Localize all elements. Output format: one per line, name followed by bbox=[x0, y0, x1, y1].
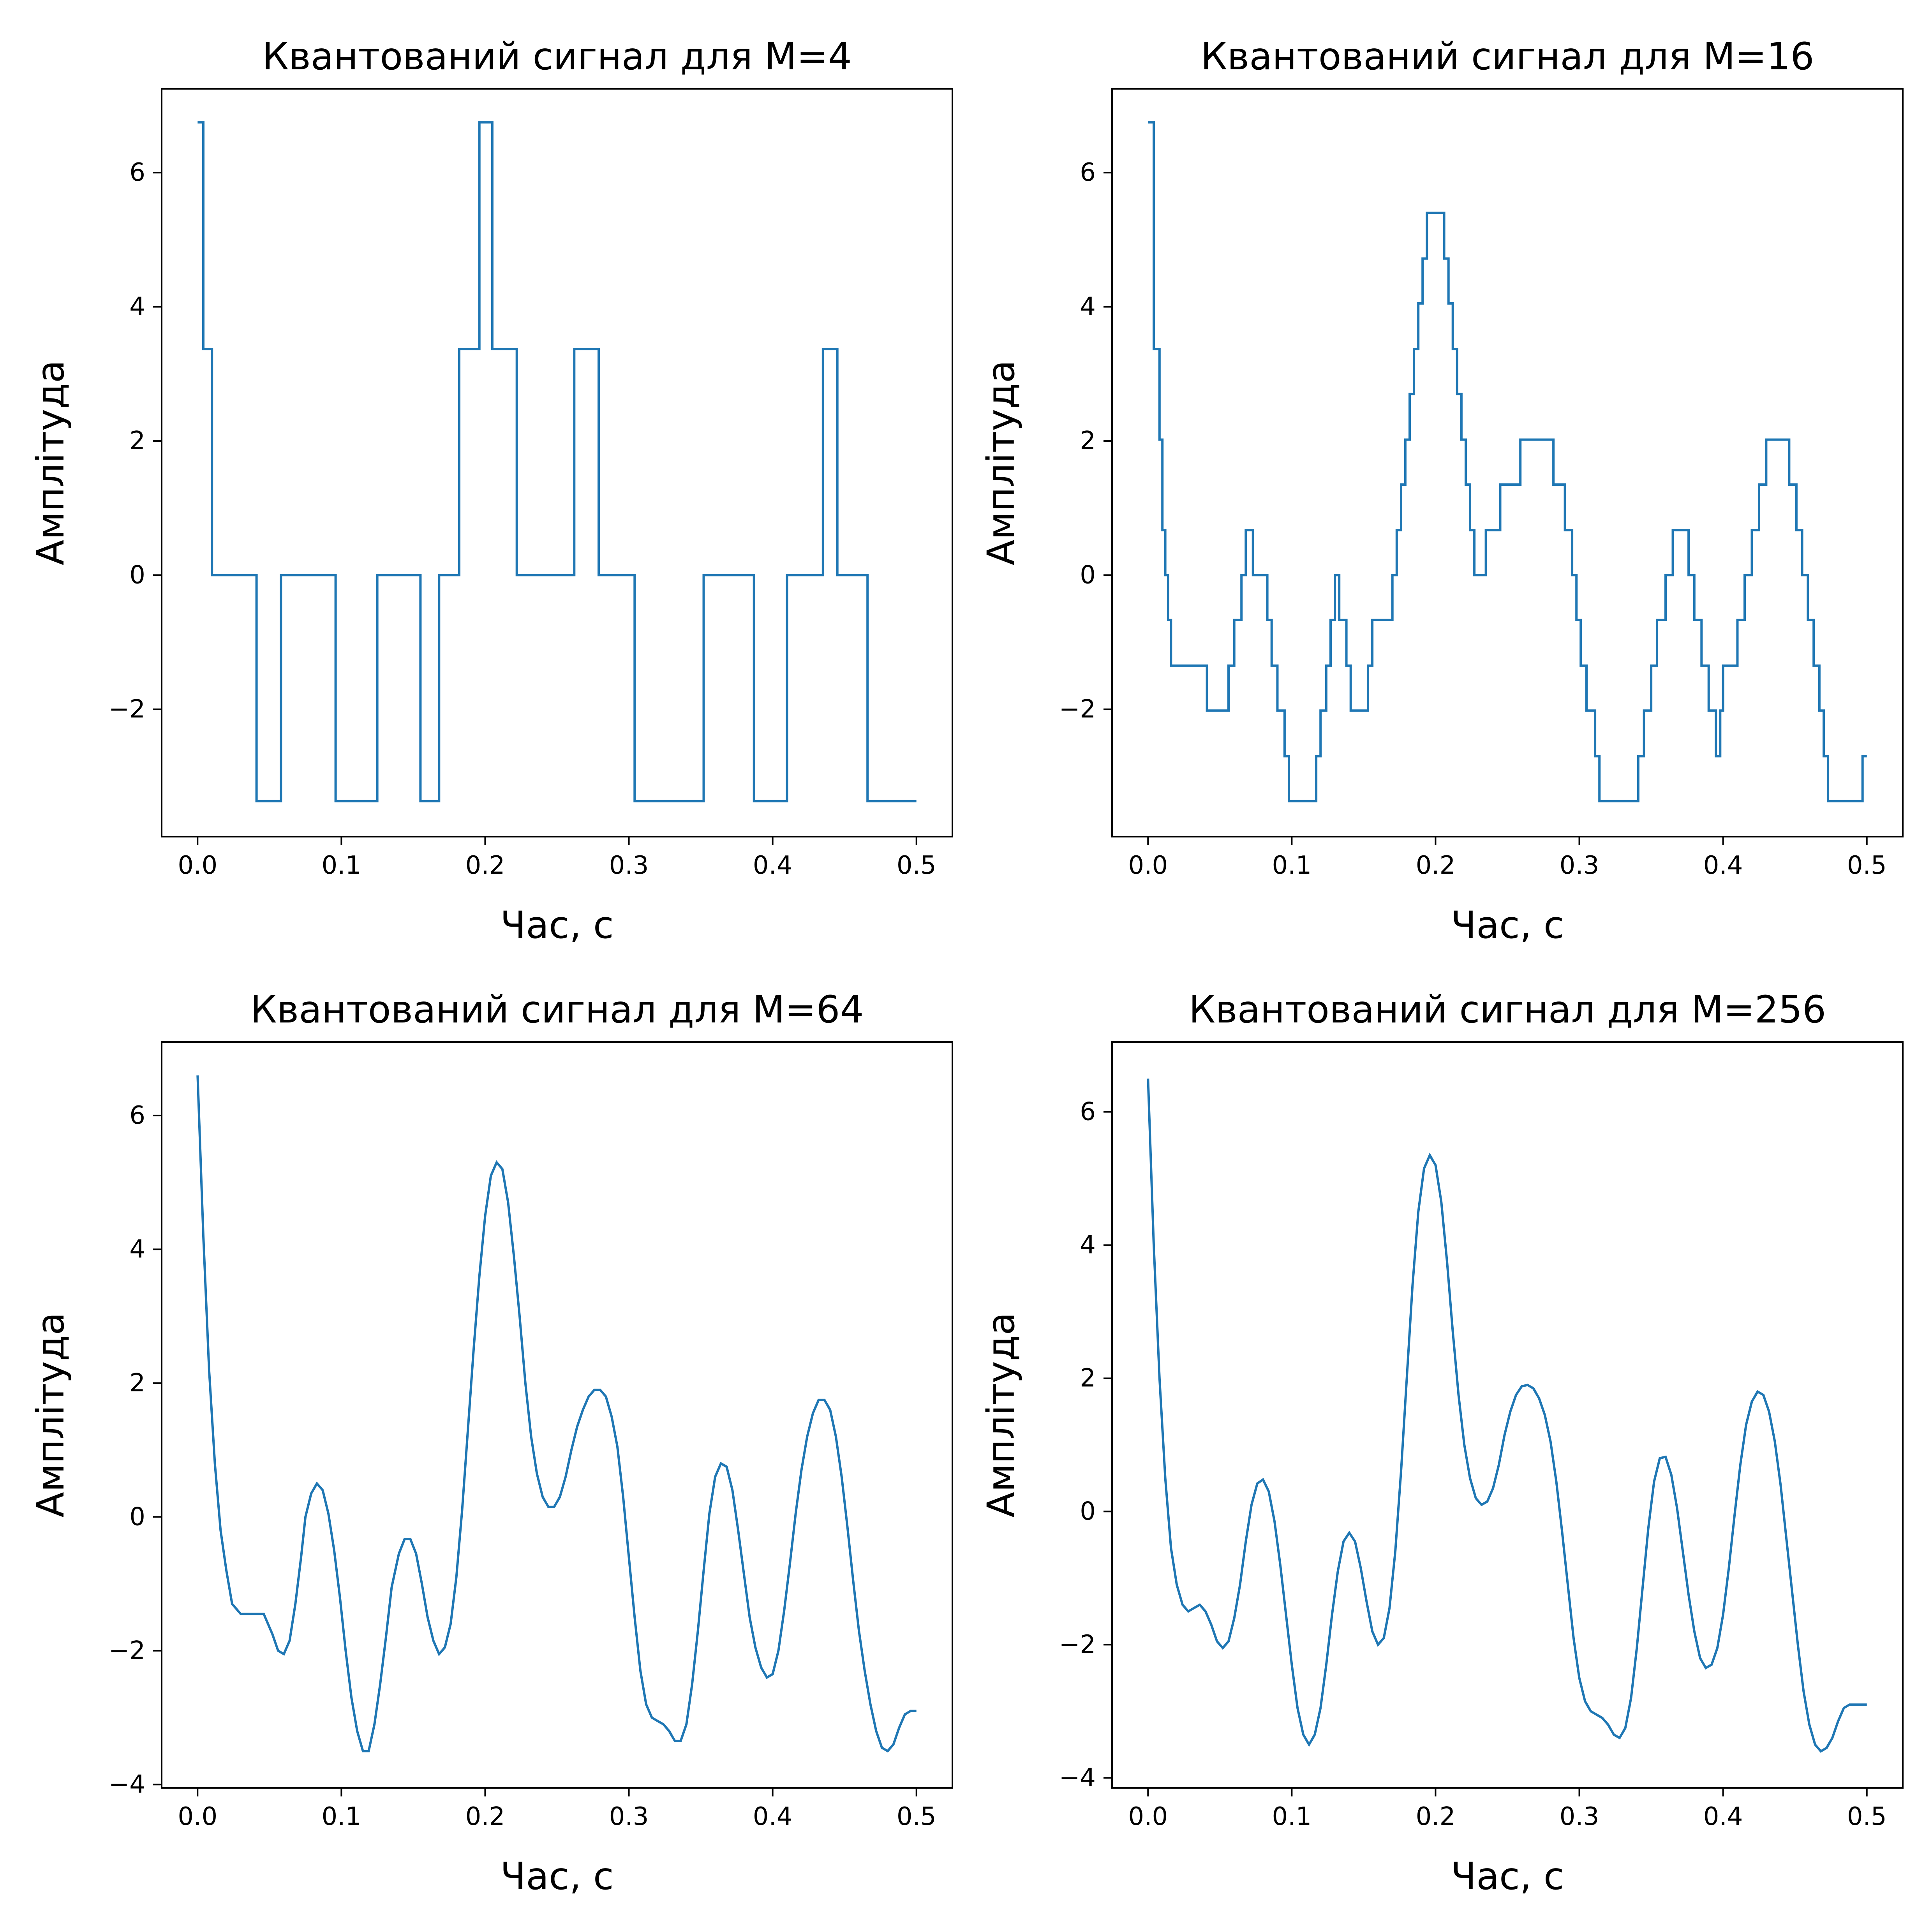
x-tick-label: 0.0 bbox=[178, 851, 217, 880]
signal-line bbox=[1147, 1078, 1867, 1753]
plot-frame bbox=[161, 88, 953, 837]
y-tick-label: 2 bbox=[1080, 427, 1096, 455]
chart-title: Квантований сигнал для M=256 bbox=[1189, 988, 1826, 1031]
y-ticks: −2 0 2 4 6 bbox=[109, 158, 162, 724]
y-tick-label: 4 bbox=[129, 1235, 145, 1264]
x-tick-label: 0.1 bbox=[321, 851, 361, 880]
x-ticks: 0.0 0.1 0.2 0.3 0.4 0.5 bbox=[178, 1788, 936, 1831]
x-axis-label: Час, с bbox=[500, 1854, 613, 1898]
x-axis-label: Час, с bbox=[1451, 1854, 1564, 1898]
signal-line bbox=[197, 121, 917, 802]
subplot-m64: Квантований сигнал для M=64 Час, с Амплі… bbox=[29, 988, 953, 1898]
plot-frame bbox=[161, 1041, 953, 1789]
y-tick-label: −2 bbox=[109, 1636, 145, 1665]
y-tick-label: 4 bbox=[1080, 293, 1096, 321]
subplot-m16: Квантований сигнал для M=16 Час, с Амплі… bbox=[979, 35, 1904, 947]
y-axis-label: Амплітуда bbox=[979, 360, 1023, 566]
y-ticks: −4 −2 0 2 4 6 bbox=[1059, 1098, 1112, 1792]
x-tick-label: 0.5 bbox=[1847, 1802, 1887, 1831]
x-tick-label: 0.4 bbox=[753, 851, 793, 880]
y-tick-label: −2 bbox=[1059, 1630, 1096, 1659]
x-ticks: 0.0 0.1 0.2 0.3 0.4 0.5 bbox=[1128, 1788, 1887, 1831]
x-tick-label: 0.4 bbox=[1703, 1802, 1743, 1831]
y-tick-label: −2 bbox=[1059, 695, 1096, 724]
y-tick-label: −4 bbox=[109, 1770, 145, 1799]
x-axis-label: Час, с bbox=[500, 903, 613, 947]
chart-title: Квантований сигнал для M=16 bbox=[1201, 35, 1814, 78]
x-tick-label: 0.2 bbox=[1416, 851, 1456, 880]
y-tick-label: 2 bbox=[1080, 1364, 1096, 1393]
x-tick-label: 0.0 bbox=[1128, 851, 1168, 880]
y-tick-label: 6 bbox=[129, 158, 145, 187]
signal-line bbox=[196, 1075, 917, 1753]
x-tick-label: 0.3 bbox=[1560, 851, 1599, 880]
x-axis-label: Час, с bbox=[1451, 903, 1564, 947]
y-tick-label: 2 bbox=[129, 427, 145, 455]
signal-line bbox=[1148, 121, 1867, 802]
x-tick-label: 0.1 bbox=[1272, 1802, 1312, 1831]
y-ticks: −2 0 2 4 6 bbox=[1059, 158, 1112, 724]
subplot-m4: Квантований сигнал для M=4 Час, с Ампліт… bbox=[29, 35, 953, 947]
chart-title: Квантований сигнал для M=64 bbox=[250, 988, 864, 1031]
x-tick-label: 0.5 bbox=[897, 1802, 936, 1831]
chart-title: Квантований сигнал для M=4 bbox=[262, 35, 852, 78]
x-tick-label: 0.0 bbox=[1128, 1802, 1168, 1831]
y-axis-label: Амплітуда bbox=[29, 360, 72, 566]
x-tick-label: 0.2 bbox=[465, 851, 505, 880]
y-axis-label: Амплітуда bbox=[29, 1312, 72, 1518]
y-tick-label: 4 bbox=[129, 293, 145, 321]
y-tick-label: 0 bbox=[1080, 1497, 1096, 1526]
y-tick-label: 6 bbox=[1080, 158, 1096, 187]
y-ticks: −4 −2 0 2 4 6 bbox=[109, 1101, 162, 1799]
x-tick-label: 0.5 bbox=[1847, 851, 1887, 880]
y-tick-label: 0 bbox=[129, 1502, 145, 1531]
x-tick-label: 0.1 bbox=[1272, 851, 1312, 880]
y-tick-label: 6 bbox=[1080, 1098, 1096, 1126]
x-tick-label: 0.3 bbox=[1560, 1802, 1599, 1831]
x-tick-label: 0.5 bbox=[897, 851, 936, 880]
y-tick-label: −4 bbox=[1059, 1763, 1096, 1792]
y-tick-label: 6 bbox=[129, 1101, 145, 1130]
plot-frame bbox=[1111, 1041, 1904, 1789]
y-tick-label: 2 bbox=[129, 1369, 145, 1398]
x-ticks: 0.0 0.1 0.2 0.3 0.4 0.5 bbox=[1128, 837, 1887, 880]
x-tick-label: 0.2 bbox=[1416, 1802, 1456, 1831]
x-tick-label: 0.3 bbox=[609, 851, 649, 880]
y-tick-label: 0 bbox=[1080, 561, 1096, 589]
x-tick-label: 0.0 bbox=[178, 1802, 217, 1831]
x-tick-label: 0.1 bbox=[321, 1802, 361, 1831]
y-tick-label: 4 bbox=[1080, 1230, 1096, 1259]
x-tick-label: 0.4 bbox=[1703, 851, 1743, 880]
x-ticks: 0.0 0.1 0.2 0.3 0.4 0.5 bbox=[178, 837, 936, 880]
x-tick-label: 0.3 bbox=[609, 1802, 649, 1831]
y-axis-label: Амплітуда bbox=[979, 1312, 1023, 1518]
y-tick-label: −2 bbox=[109, 695, 145, 724]
plot-frame bbox=[1111, 88, 1904, 837]
x-tick-label: 0.4 bbox=[753, 1802, 793, 1831]
subplot-m256: Квантований сигнал для M=256 Час, с Ампл… bbox=[979, 988, 1904, 1898]
x-tick-label: 0.2 bbox=[465, 1802, 505, 1831]
y-tick-label: 0 bbox=[129, 561, 145, 589]
